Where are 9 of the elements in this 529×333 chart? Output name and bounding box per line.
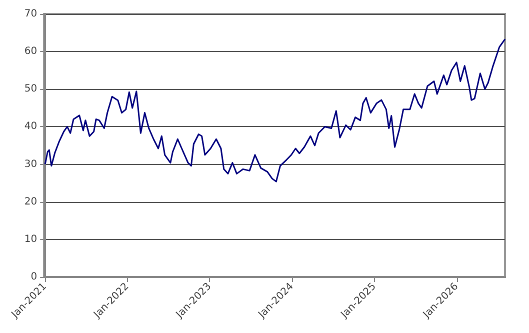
y-tick-label: 30 [24, 158, 38, 170]
y-tick-label: 0 [30, 272, 38, 282]
y-tick-label: 50 [24, 84, 38, 95]
y-tick-label: 40 [24, 121, 38, 132]
y-tick-label: 70 [24, 8, 38, 20]
y-tick-label: 60 [24, 46, 38, 58]
y-tick-label: 10 [24, 234, 38, 245]
line-series [44, 38, 506, 182]
y-tick-label: 20 [24, 196, 38, 208]
